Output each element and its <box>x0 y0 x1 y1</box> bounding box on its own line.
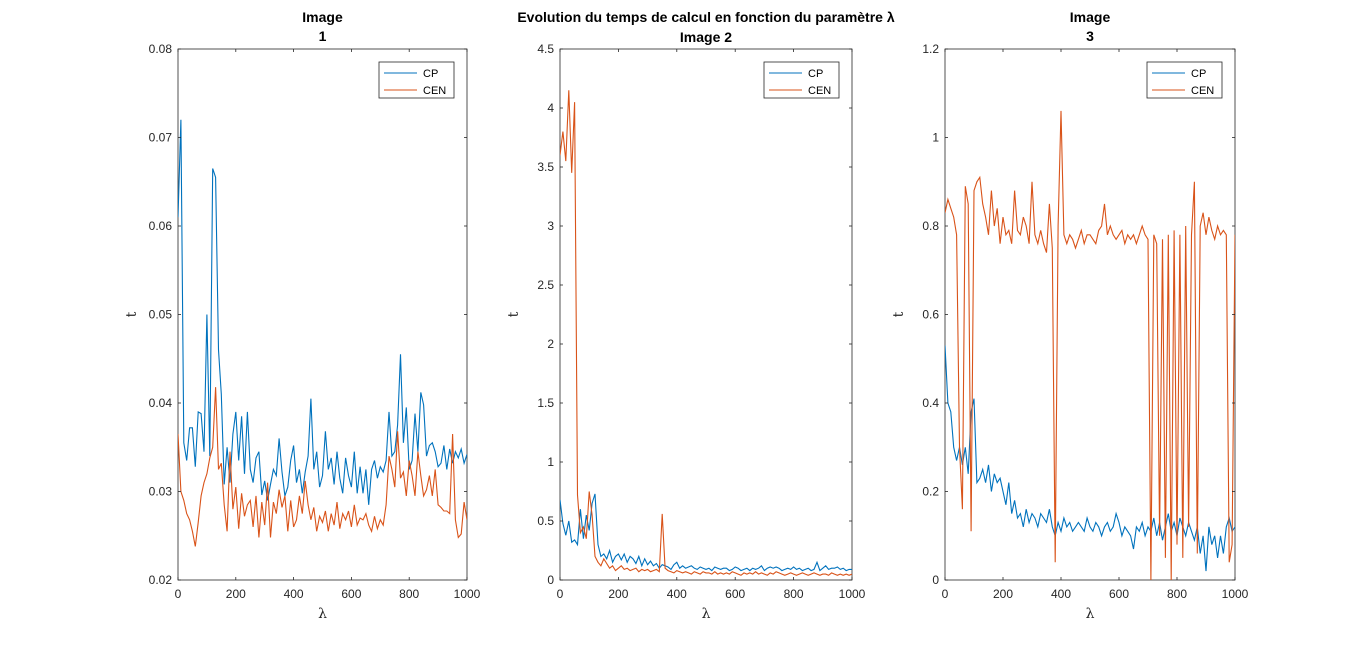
subplot-3: 0 200 400 600 800 1000 0 0.2 0.4 0.6 0.8 1 1.2 λ t Imag… <box>891 9 1249 622</box>
subplot-title: Image <box>1070 9 1111 25</box>
y-axis-label: t <box>506 311 522 317</box>
x-axis-label: λ <box>1086 606 1095 622</box>
y-tick-label: 1 <box>547 455 554 469</box>
legend-label: CEN <box>808 85 831 97</box>
x-tick-label: 400 <box>1051 587 1071 601</box>
axes-box <box>177 48 468 581</box>
y-tick-label: 0.08 <box>149 42 173 56</box>
y-tick-label: 2 <box>547 337 554 351</box>
y-tick-label: 3.5 <box>537 160 554 174</box>
x-axis-label: λ <box>318 606 327 622</box>
legend-label: CP <box>423 68 438 80</box>
y-tick-label: 1 <box>932 131 939 145</box>
legend-label: CP <box>1191 68 1206 80</box>
figure-suptitle: Evolution du temps de calcul en fonction… <box>517 9 894 25</box>
series-line-cen <box>560 90 852 576</box>
x-axis-label: λ <box>702 606 711 622</box>
x-tick-label: 600 <box>341 587 361 601</box>
legend: CP CEN <box>763 61 840 99</box>
x-tick-label: 200 <box>608 587 628 601</box>
y-tick-label: 0.07 <box>149 131 173 145</box>
axes-box <box>559 48 853 581</box>
y-tick-label: 0.04 <box>149 396 173 410</box>
y-tick-label: 0.02 <box>149 573 173 587</box>
y-axis-label: t <box>891 311 907 317</box>
y-tick-label: 3 <box>547 219 554 233</box>
legend-label: CEN <box>1191 85 1214 97</box>
subplot-title: 1 <box>319 28 327 44</box>
legend-label: CP <box>808 68 823 80</box>
y-tick-label: 4 <box>547 101 554 115</box>
series-line-cp <box>945 345 1235 572</box>
x-tick-label: 800 <box>784 587 804 601</box>
y-tick-label: 0 <box>932 573 939 587</box>
y-axis-label: t <box>124 311 140 317</box>
subplot-2: 0 200 400 600 800 1000 0 0.5 1 1.5 2 2.5 3 3.5 4 4.5 λ t I… <box>506 29 866 622</box>
x-tick-label: 600 <box>1109 587 1129 601</box>
y-tick-label: 0.2 <box>922 485 939 499</box>
y-tick-label: 2.5 <box>537 278 554 292</box>
x-tick-label: 200 <box>993 587 1013 601</box>
x-tick-label: 1000 <box>1222 587 1249 601</box>
y-tick-label: 0.03 <box>149 485 173 499</box>
subplot-title: Image <box>302 9 343 25</box>
y-tick-label: 4.5 <box>537 42 554 56</box>
legend-box <box>1146 61 1223 99</box>
y-tick-label: 1.2 <box>922 42 939 56</box>
x-tick-label: 400 <box>284 587 304 601</box>
subplot-title: Image 2 <box>680 29 732 45</box>
subplots-container: 0 200 400 600 800 10000.020.030.040.050.060.0… <box>124 9 1249 622</box>
x-tick-label: 200 <box>226 587 246 601</box>
y-tick-label: 0.8 <box>922 219 939 233</box>
y-tick-label: 0.4 <box>922 396 939 410</box>
x-tick-label: 0 <box>557 587 564 601</box>
series-line-cen <box>178 387 467 547</box>
x-tick-label: 0 <box>942 587 949 601</box>
series-line-cen <box>945 110 1235 580</box>
legend-box <box>763 61 840 99</box>
legend-label: CEN <box>423 85 446 97</box>
series-line-cp <box>560 493 852 572</box>
subplot-1: 0 200 400 600 800 1000 0.02 0.03 0.04 0.05 0.06 0.0… <box>124 9 481 622</box>
legend-box <box>378 61 455 99</box>
series-line-cp <box>178 119 467 505</box>
y-tick-label: 0.5 <box>537 514 554 528</box>
axes-box <box>944 48 1236 581</box>
x-tick-label: 1000 <box>454 587 481 601</box>
y-tick-label: 0.05 <box>149 308 173 322</box>
y-tick-label: 0 <box>547 573 554 587</box>
y-tick-label: 1.5 <box>537 396 554 410</box>
legend: CP CEN <box>378 61 455 99</box>
subplot-title: 3 <box>1086 28 1094 44</box>
y-tick-label: 0.6 <box>922 308 939 322</box>
x-tick-label: 800 <box>399 587 419 601</box>
x-tick-label: 1000 <box>839 587 866 601</box>
x-tick-label: 600 <box>725 587 745 601</box>
y-tick-label: 0.06 <box>149 219 173 233</box>
legend: CP CEN <box>1146 61 1223 99</box>
x-tick-label: 0 <box>175 587 182 601</box>
x-tick-label: 800 <box>1167 587 1187 601</box>
x-tick-label: 400 <box>667 587 687 601</box>
